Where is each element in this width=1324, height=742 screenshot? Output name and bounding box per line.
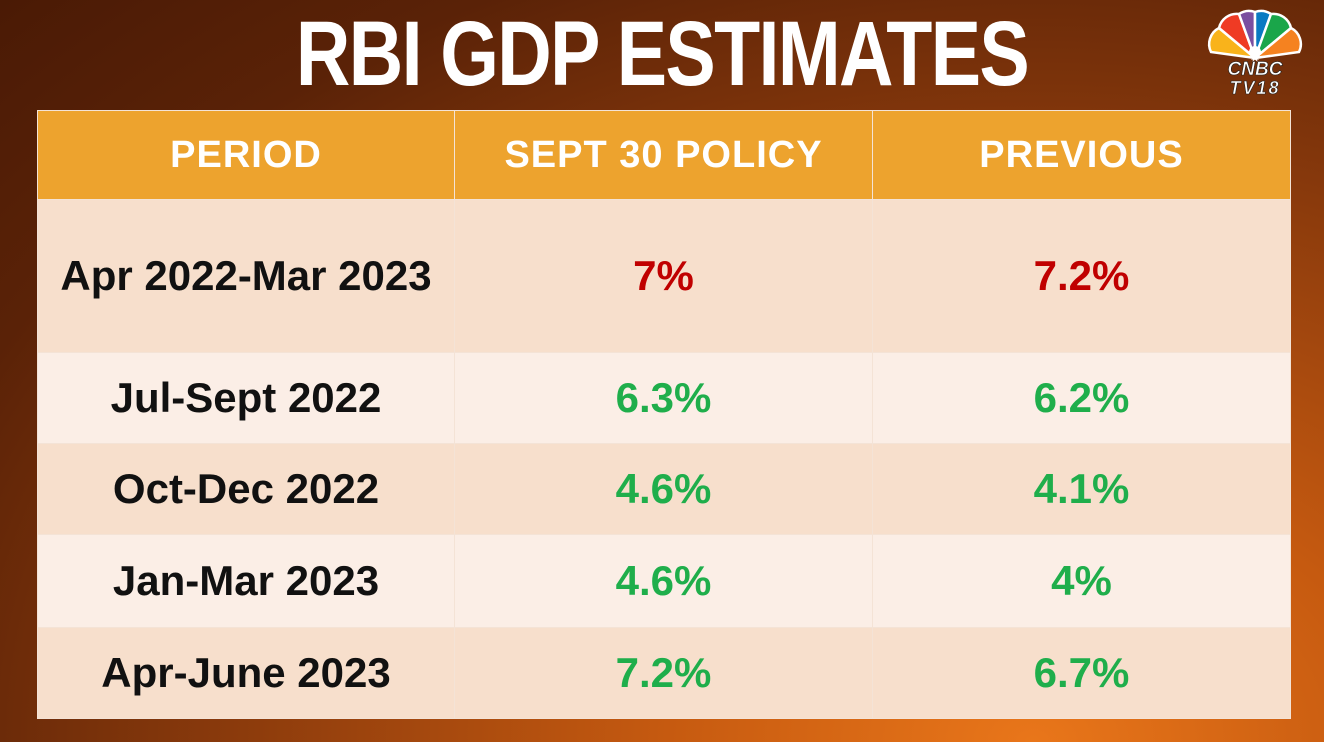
sept30-value-cell: 7.2% — [454, 627, 873, 719]
table-row: Oct-Dec 2022 4.6% 4.1% — [37, 443, 1291, 535]
previous-value-cell: 6.7% — [872, 627, 1291, 719]
table-row: Jan-Mar 2023 4.6% 4% — [37, 534, 1291, 628]
page-title: RBI GDP ESTIMATES — [295, 3, 1030, 105]
sept30-value-cell: 6.3% — [454, 352, 873, 444]
previous-value-cell: 4.1% — [872, 443, 1291, 535]
header-previous: PREVIOUS — [872, 110, 1291, 200]
table-row: Jul-Sept 2022 6.3% 6.2% — [37, 352, 1291, 444]
period-cell: Apr-June 2023 — [37, 627, 455, 719]
cnbc-tv18-logo: CNBC TV18 — [1203, 8, 1307, 98]
previous-value-cell: 4% — [872, 534, 1291, 628]
table-row: Apr 2022-Mar 2023 7% 7.2% — [37, 199, 1291, 353]
sept30-value-cell: 4.6% — [454, 534, 873, 628]
logo-text-cnbc: CNBC — [1227, 59, 1283, 80]
table-row: Apr-June 2023 7.2% 6.7% — [37, 627, 1291, 719]
header-sept30-policy: SEPT 30 POLICY — [454, 110, 873, 200]
peacock-icon — [1207, 9, 1303, 62]
gdp-estimates-table: PERIOD SEPT 30 POLICY PREVIOUS Apr 2022-… — [37, 110, 1291, 719]
table-header-row: PERIOD SEPT 30 POLICY PREVIOUS — [37, 110, 1291, 200]
sept30-value-cell: 4.6% — [454, 443, 873, 535]
period-cell: Oct-Dec 2022 — [37, 443, 455, 535]
previous-value-cell: 7.2% — [872, 199, 1291, 353]
period-cell: Apr 2022-Mar 2023 — [37, 199, 455, 353]
sept30-value-cell: 7% — [454, 199, 873, 353]
header-period: PERIOD — [37, 110, 455, 200]
logo-text-tv18: TV18 — [1229, 78, 1281, 99]
period-cell: Jul-Sept 2022 — [37, 352, 455, 444]
period-cell: Jan-Mar 2023 — [37, 534, 455, 628]
previous-value-cell: 6.2% — [872, 352, 1291, 444]
